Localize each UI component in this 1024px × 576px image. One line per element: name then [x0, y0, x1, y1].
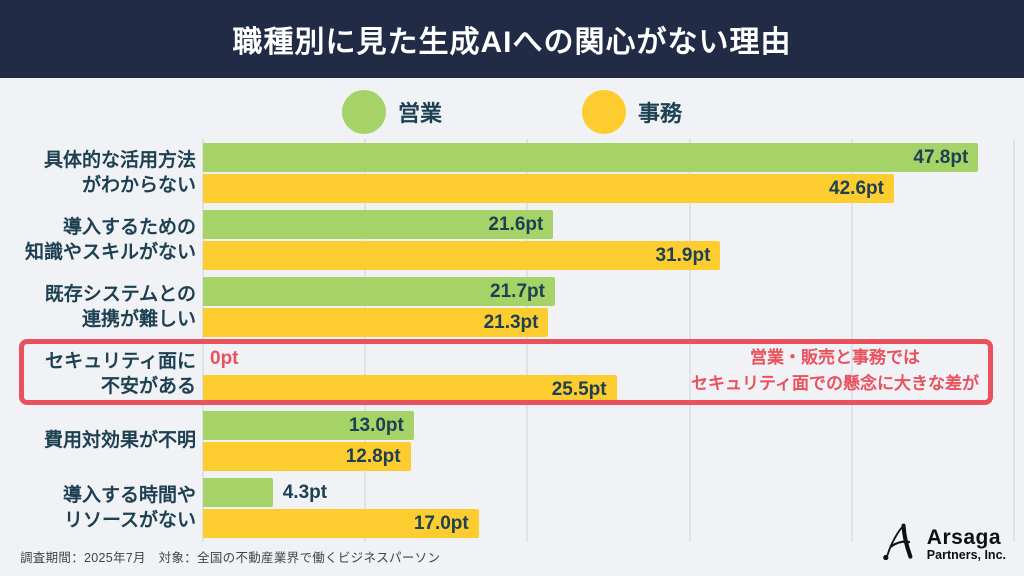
category-label: 費用対効果が不明	[0, 411, 196, 471]
legend-label: 事務	[638, 101, 683, 126]
page-title: 職種別に見た生成AIへの関心がない理由	[232, 26, 792, 59]
bar-track: 31.9pt	[203, 241, 1014, 270]
bar-group: 0pt 25.5pt	[203, 344, 1014, 404]
category-label: 既存システムとの連携が難しい	[0, 277, 196, 337]
bar-value-label: 21.7pt	[490, 281, 545, 302]
bar-track: 4.3pt	[203, 478, 1014, 507]
bar-track: 17.0pt	[203, 509, 1014, 538]
bar-series-0	[203, 210, 554, 239]
bar-track: 21.7pt	[203, 277, 1014, 306]
bar-series-0	[203, 411, 414, 440]
bar-value-label: 13.0pt	[348, 415, 404, 436]
bar-series-0	[203, 143, 979, 172]
bar-series-0	[203, 478, 273, 507]
legend: 営業 事務	[0, 88, 1024, 136]
logo-text: Arsaga Partners, Inc.	[926, 525, 1006, 562]
bar-value-label: 31.9pt	[655, 245, 711, 266]
category-label-line: 具体的な活用方法	[43, 149, 196, 171]
bar-series-1	[203, 308, 549, 337]
bar-value-label: 12.8pt	[345, 446, 401, 467]
category-row-4: 費用対効果が不明 13.0pt 12.8pt	[0, 411, 1024, 471]
category-row-0: 具体的な活用方法がわからない 47.8pt 42.6pt	[0, 143, 1024, 203]
bar-track: 25.5pt	[203, 375, 1014, 404]
bar-value-label: 42.6pt	[829, 178, 884, 199]
bar-series-1	[203, 509, 479, 538]
bar-track: 0pt	[203, 344, 1014, 373]
bar-value-label: 21.6pt	[488, 214, 544, 235]
category-label-line: 既存システムとの	[44, 283, 196, 305]
bar-value-label: 47.8pt	[913, 147, 969, 168]
highlight-annotation: 営業・販売と事務では セキュリティ面での懸念に大きな差が	[691, 345, 979, 398]
bar-track: 21.3pt	[203, 308, 1014, 337]
bar-track: 13.0pt	[203, 411, 1014, 440]
bar-track: 12.8pt	[203, 442, 1014, 471]
bar-track: 21.6pt	[203, 210, 1014, 239]
category-label-line: 導入する時間や	[62, 484, 196, 506]
legend-item-1: 事務	[582, 90, 682, 134]
company-logo: Arsaga Partners, Inc.	[879, 521, 1006, 568]
legend-swatch-icon	[582, 90, 626, 134]
category-label-line: 費用対効果が不明	[43, 430, 196, 452]
logo-company-name: Arsaga	[926, 525, 1001, 549]
bar-group: 4.3pt 17.0pt	[203, 478, 1014, 538]
category-label: 具体的な活用方法がわからない	[0, 143, 196, 203]
category-label-line: 導入するための	[62, 216, 196, 238]
legend-swatch-icon	[341, 90, 386, 134]
category-row-1: 導入するための知識やスキルがない 21.6pt 31.9pt	[0, 210, 1024, 270]
category-label-line: がわからない	[81, 175, 196, 196]
annotation-line-2: セキュリティ面での懸念に大きな差が	[691, 374, 979, 394]
legend-label: 営業	[397, 101, 442, 126]
category-label-line: セキュリティ面に	[45, 350, 196, 372]
category-label-line: 不安がある	[100, 376, 196, 397]
survey-note: 調査期間：2025年7月 対象：全国の不動産業界で働くビジネスパーソン	[20, 551, 441, 565]
bar-group: 13.0pt 12.8pt	[203, 411, 1014, 471]
bar-value-label: 17.0pt	[413, 513, 469, 534]
category-label-line: 連携が難しい	[81, 309, 196, 330]
category-label: セキュリティ面に不安がある	[0, 344, 196, 404]
bar-series-1	[203, 375, 617, 404]
category-label-line: 知識やスキルがない	[24, 242, 196, 263]
legend-item-0: 営業	[341, 90, 442, 134]
category-row-5: 導入する時間や リソースがない 4.3pt 17.0pt	[0, 478, 1024, 538]
bar-value-label: 25.5pt	[551, 379, 607, 400]
arsaga-a-icon	[879, 521, 919, 568]
category-label-line: リソースがない	[63, 510, 196, 531]
bar-group: 21.7pt 21.3pt	[203, 277, 1014, 337]
chart-rows: 具体的な活用方法がわからない 47.8pt 42.6pt 導入するための知識やスキルが…	[0, 143, 1024, 545]
bar-track: 42.6pt	[203, 174, 1014, 203]
title-bar: 職種別に見た生成AIへの関心がない理由	[0, 0, 1024, 78]
category-label: 導入するための知識やスキルがない	[0, 210, 196, 270]
bar-series-1	[203, 442, 411, 471]
bar-group: 47.8pt 42.6pt	[203, 143, 1014, 203]
category-row-3: セキュリティ面に不安がある 0pt 25.5pt	[0, 344, 1024, 404]
annotation-line-1: 営業・販売と事務では	[750, 348, 920, 367]
bar-value-label: 0pt	[210, 348, 239, 369]
bar-series-1	[203, 174, 894, 203]
category-label: 導入する時間や リソースがない	[0, 478, 196, 538]
category-row-2: 既存システムとの連携が難しい 21.7pt 21.3pt	[0, 277, 1024, 337]
bar-value-label: 21.3pt	[483, 312, 539, 333]
bar-track: 47.8pt	[203, 143, 1014, 172]
bar-value-label: 4.3pt	[282, 482, 328, 503]
bar-series-0	[203, 277, 555, 306]
logo-company-sub: Partners, Inc.	[926, 547, 1006, 562]
bar-series-1	[203, 241, 721, 270]
bar-group: 21.6pt 31.9pt	[203, 210, 1014, 270]
